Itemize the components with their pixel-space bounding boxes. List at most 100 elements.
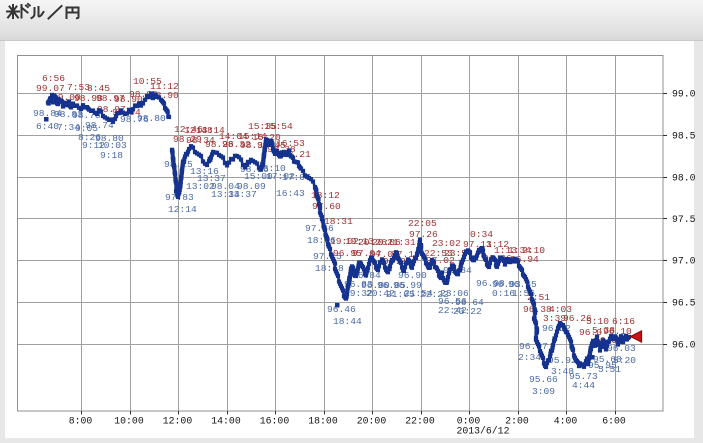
svg-text:98.97: 98.97 [96,93,125,104]
svg-text:96.03: 96.03 [607,343,636,354]
svg-text:96.96: 96.96 [483,253,512,264]
svg-text:0:16: 0:16 [492,288,515,299]
svg-text:96.26: 96.26 [563,313,592,324]
svg-text:9:05: 9:05 [75,123,98,134]
svg-text:5:10: 5:10 [586,316,609,327]
svg-text:4:00: 4:00 [554,416,578,427]
svg-text:7:34: 7:34 [57,122,80,133]
svg-text:13:16: 13:16 [190,166,219,177]
svg-text:98.39: 98.39 [240,140,269,151]
svg-text:2:51: 2:51 [527,292,550,303]
svg-text:8:45: 8:45 [87,83,110,94]
svg-text:96.07: 96.07 [519,341,548,352]
svg-text:1:34: 1:34 [508,245,531,256]
svg-text:97.04: 97.04 [352,248,381,259]
svg-text:8:00: 8:00 [69,416,93,427]
svg-text:15:54: 15:54 [264,121,293,132]
svg-text:21:54: 21:54 [404,288,433,299]
svg-text:98.26: 98.26 [205,139,234,150]
svg-text:13:37: 13:37 [197,173,226,184]
svg-text:96.56: 96.56 [438,296,467,307]
svg-text:15:00: 15:00 [244,171,273,182]
svg-text:97.26: 97.26 [409,229,438,240]
svg-text:98.95: 98.95 [129,89,158,100]
svg-text:98.80: 98.80 [95,133,124,144]
svg-text:96.93: 96.93 [492,279,521,290]
svg-text:1:13: 1:13 [494,245,517,256]
svg-text:18:12: 18:12 [311,190,340,201]
svg-text:96.5: 96.5 [672,298,696,309]
svg-text:2013/6/12: 2013/6/12 [457,426,510,437]
svg-text:98.80: 98.80 [137,113,166,124]
svg-text:19:32: 19:32 [344,288,373,299]
svg-text:6:16: 6:16 [612,316,635,327]
svg-text:22:53: 22:53 [424,248,453,259]
svg-text:19:02: 19:02 [330,236,359,247]
svg-text:98.38: 98.38 [267,144,296,155]
svg-text:96.85: 96.85 [377,280,406,291]
svg-text:96.10: 96.10 [603,326,632,337]
svg-text:98.0: 98.0 [672,173,696,184]
svg-text:98.98: 98.98 [74,93,103,104]
svg-text:4:44: 4:44 [572,380,595,391]
svg-text:6:40: 6:40 [36,121,59,132]
svg-text:23:06: 23:06 [440,288,469,299]
svg-text:96.94: 96.94 [510,254,539,265]
svg-text:96.46: 96.46 [327,304,356,315]
svg-text:97.5: 97.5 [672,214,696,225]
svg-text:11:12: 11:12 [150,81,179,92]
svg-text:19:13: 19:13 [345,236,374,247]
svg-text:96.64: 96.64 [455,297,484,308]
svg-text:9:12: 9:12 [82,140,105,151]
svg-text:4:03: 4:03 [549,304,572,315]
svg-text:95.68: 95.68 [593,354,622,365]
svg-text:18:18: 18:18 [315,263,344,274]
svg-text:98.29: 98.29 [173,134,202,145]
svg-text:13:02: 13:02 [186,181,215,192]
svg-text:14:04: 14:04 [219,131,248,142]
svg-text:98.09: 98.09 [237,181,266,192]
svg-text:22:22: 22:22 [420,289,449,300]
svg-text:9:18: 9:18 [100,150,123,161]
svg-text:12:46: 12:46 [174,124,203,135]
svg-text:3:48: 3:48 [551,366,574,377]
svg-text:96.80: 96.80 [361,280,390,291]
svg-text:98.21: 98.21 [282,149,311,160]
svg-text:96.99: 96.99 [393,280,422,291]
svg-text:95.92: 95.92 [548,355,577,366]
svg-text:99.00: 99.00 [52,92,81,103]
svg-text:20:00: 20:00 [357,416,387,427]
svg-text:14:00: 14:00 [211,416,241,427]
svg-text:13:34: 13:34 [211,189,240,200]
svg-text:15:14: 15:14 [238,131,267,142]
svg-text:96.90: 96.90 [398,270,427,281]
svg-text:98.26: 98.26 [240,164,269,175]
svg-text:3:39: 3:39 [543,313,566,324]
svg-text:15:35: 15:35 [248,121,277,132]
svg-text:8:26: 8:26 [78,132,101,143]
svg-text:98.97: 98.97 [97,104,126,115]
svg-text:95.66: 95.66 [529,374,558,385]
svg-text:5:51: 5:51 [598,364,621,375]
svg-text:98.84: 98.84 [33,108,62,119]
svg-text:1:12: 1:12 [486,239,509,250]
svg-text:16:00: 16:00 [260,416,290,427]
svg-text:97.07: 97.07 [370,249,399,260]
svg-text:98.04: 98.04 [211,181,240,192]
svg-text:22:05: 22:05 [408,218,437,229]
svg-text:10:03: 10:03 [98,140,127,151]
svg-text:1:56: 1:56 [512,288,535,299]
svg-text:20:42: 20:42 [366,288,395,299]
svg-text:23:02: 23:02 [432,238,461,249]
svg-text:96.95: 96.95 [333,248,362,259]
svg-text:96.38: 96.38 [523,304,552,315]
svg-text:98.76: 98.76 [120,114,149,125]
svg-text:96.98: 96.98 [476,278,505,289]
svg-text:99.07: 99.07 [36,83,65,94]
svg-text:98.32: 98.32 [222,139,251,150]
svg-text:10:55: 10:55 [133,76,162,87]
svg-text:97.15: 97.15 [313,251,342,262]
svg-text:2:34: 2:34 [518,352,541,363]
svg-text:98.5: 98.5 [672,131,696,142]
svg-text:22:00: 22:00 [405,416,435,427]
